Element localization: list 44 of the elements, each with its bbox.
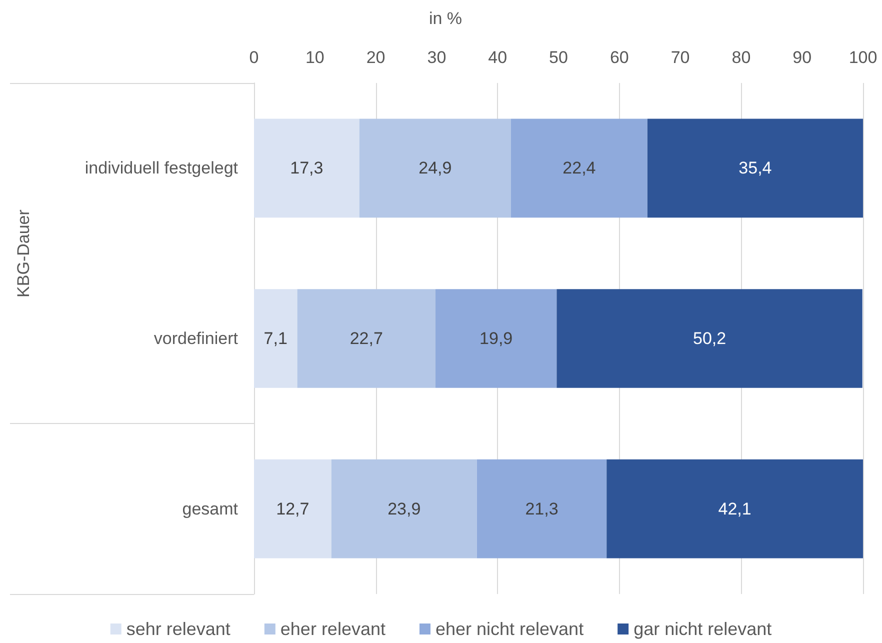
legend-label: gar nicht relevant [634, 619, 772, 639]
x-tick-label: 10 [305, 48, 324, 67]
x-tick-label: 100 [848, 48, 878, 67]
x-tick-label: 90 [792, 48, 812, 67]
data-label: 19,9 [480, 329, 513, 348]
bar [254, 118, 360, 218]
x-tick-label: 0 [249, 48, 259, 67]
legend-label: eher nicht relevant [435, 619, 584, 639]
data-label: 42,1 [718, 499, 752, 518]
data-label: 12,7 [276, 499, 310, 518]
x-tick-label: 30 [427, 48, 446, 67]
y-tick-label: individuell festgelegt [84, 158, 238, 178]
x-tick-label: 60 [610, 48, 629, 67]
x-tick-label: 40 [488, 48, 508, 67]
data-label: 21,3 [525, 499, 558, 518]
x-tick-label: 50 [549, 48, 568, 67]
bar [556, 289, 862, 388]
bar [254, 459, 332, 558]
data-label: 22,4 [562, 158, 596, 178]
bar [331, 459, 477, 558]
data-label: 7,1 [264, 329, 288, 348]
legend-label: sehr relevant [126, 619, 230, 639]
x-tick-label: 80 [732, 48, 751, 67]
bar [511, 118, 648, 218]
data-label: 23,9 [388, 499, 421, 518]
bar [647, 118, 863, 218]
data-label: 17,3 [290, 158, 324, 178]
data-label: 22,7 [350, 329, 383, 348]
bar [606, 459, 863, 558]
bar [435, 289, 557, 388]
y-tick-label: vordefiniert [154, 329, 238, 348]
y-tick-label: gesamt [182, 499, 238, 518]
bar [359, 118, 511, 218]
x-tick-label: 20 [366, 48, 386, 67]
bar [476, 459, 607, 558]
data-label: 24,9 [418, 158, 452, 178]
x-axis-title: in % [428, 9, 462, 28]
data-label: 35,4 [738, 158, 772, 178]
bar [254, 289, 298, 388]
y-axis-title: KBG-Dauer [14, 209, 33, 298]
data-label: 50,2 [692, 329, 726, 348]
legend-label: eher relevant [280, 619, 386, 639]
bar [297, 289, 436, 388]
x-tick-label: 70 [670, 48, 690, 67]
